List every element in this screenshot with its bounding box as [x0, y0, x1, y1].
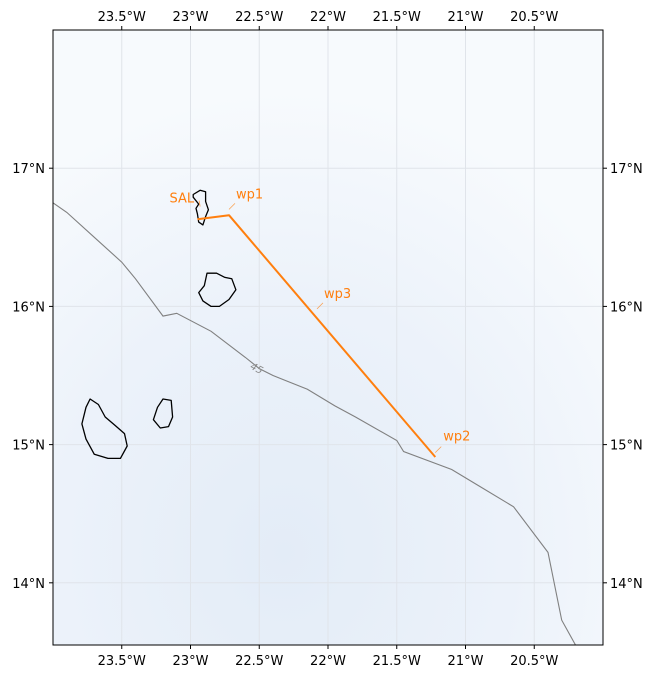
lon-tick-label-bottom: 23.5°W — [98, 654, 146, 669]
island-santiago — [81, 398, 128, 460]
lon-tick-label-top: 21.5°W — [373, 10, 421, 25]
lat-tick-label-left: 14°N — [12, 577, 45, 592]
lon-tick-label-bottom: 23°W — [173, 654, 209, 669]
contour-line — [53, 202, 576, 645]
waypoint-leader-wp2 — [434, 446, 442, 453]
lon-tick-label-top: 20.5°W — [510, 10, 558, 25]
lon-tick-label-bottom: 21.5°W — [373, 654, 421, 669]
coastlines — [81, 189, 237, 460]
lat-tick-label-right: 16°N — [610, 300, 643, 315]
lat-tick-label-right: 14°N — [610, 577, 643, 592]
lon-tick-label-top: 21°W — [448, 10, 484, 25]
waypoint-layer: SAL wp1 wp3 wp2 — [169, 187, 470, 453]
waypoint-leader-wp1 — [228, 203, 236, 210]
flight-track — [197, 214, 437, 458]
island-maio — [152, 398, 174, 429]
lon-tick-label-top: 22.5°W — [235, 10, 283, 25]
island-boa-vista — [198, 272, 237, 308]
lon-tick-label-bottom: 21°W — [448, 654, 484, 669]
lat-tick-label-left: 16°N — [12, 300, 45, 315]
flight-track-layer — [197, 214, 437, 458]
lon-tick-label-top: 23.5°W — [98, 10, 146, 25]
island-sal — [192, 189, 210, 226]
lat-tick-label-right: 17°N — [610, 162, 643, 177]
lon-tick-label-bottom: 22°W — [310, 654, 346, 669]
lon-tick-label-bottom: 20.5°W — [510, 654, 558, 669]
contour-layer: 45 — [53, 202, 576, 645]
lon-tick-label-top: 23°W — [173, 10, 209, 25]
lon-tick-label-top: 22°W — [310, 10, 346, 25]
waypoint-label-sal: SAL — [169, 192, 194, 207]
lon-tick-label-bottom: 22.5°W — [235, 654, 283, 669]
gridlines — [53, 30, 603, 645]
axis-ticks: 23.5°W 23.5°W 23°W 23°W 22.5°W 22.5°W 22°W 22°W… — [12, 10, 643, 669]
waypoint-leader-sal — [198, 200, 201, 207]
lat-tick-label-right: 15°N — [610, 439, 643, 454]
waypoint-label-wp3: wp3 — [324, 287, 351, 302]
lat-tick-label-left: 15°N — [12, 439, 45, 454]
waypoint-label-wp2: wp2 — [443, 430, 470, 445]
waypoint-leader-wp3 — [316, 302, 324, 310]
contour-label: 45 — [248, 361, 264, 377]
waypoint-label-wp1: wp1 — [236, 187, 263, 202]
lat-tick-label-left: 17°N — [12, 162, 45, 177]
